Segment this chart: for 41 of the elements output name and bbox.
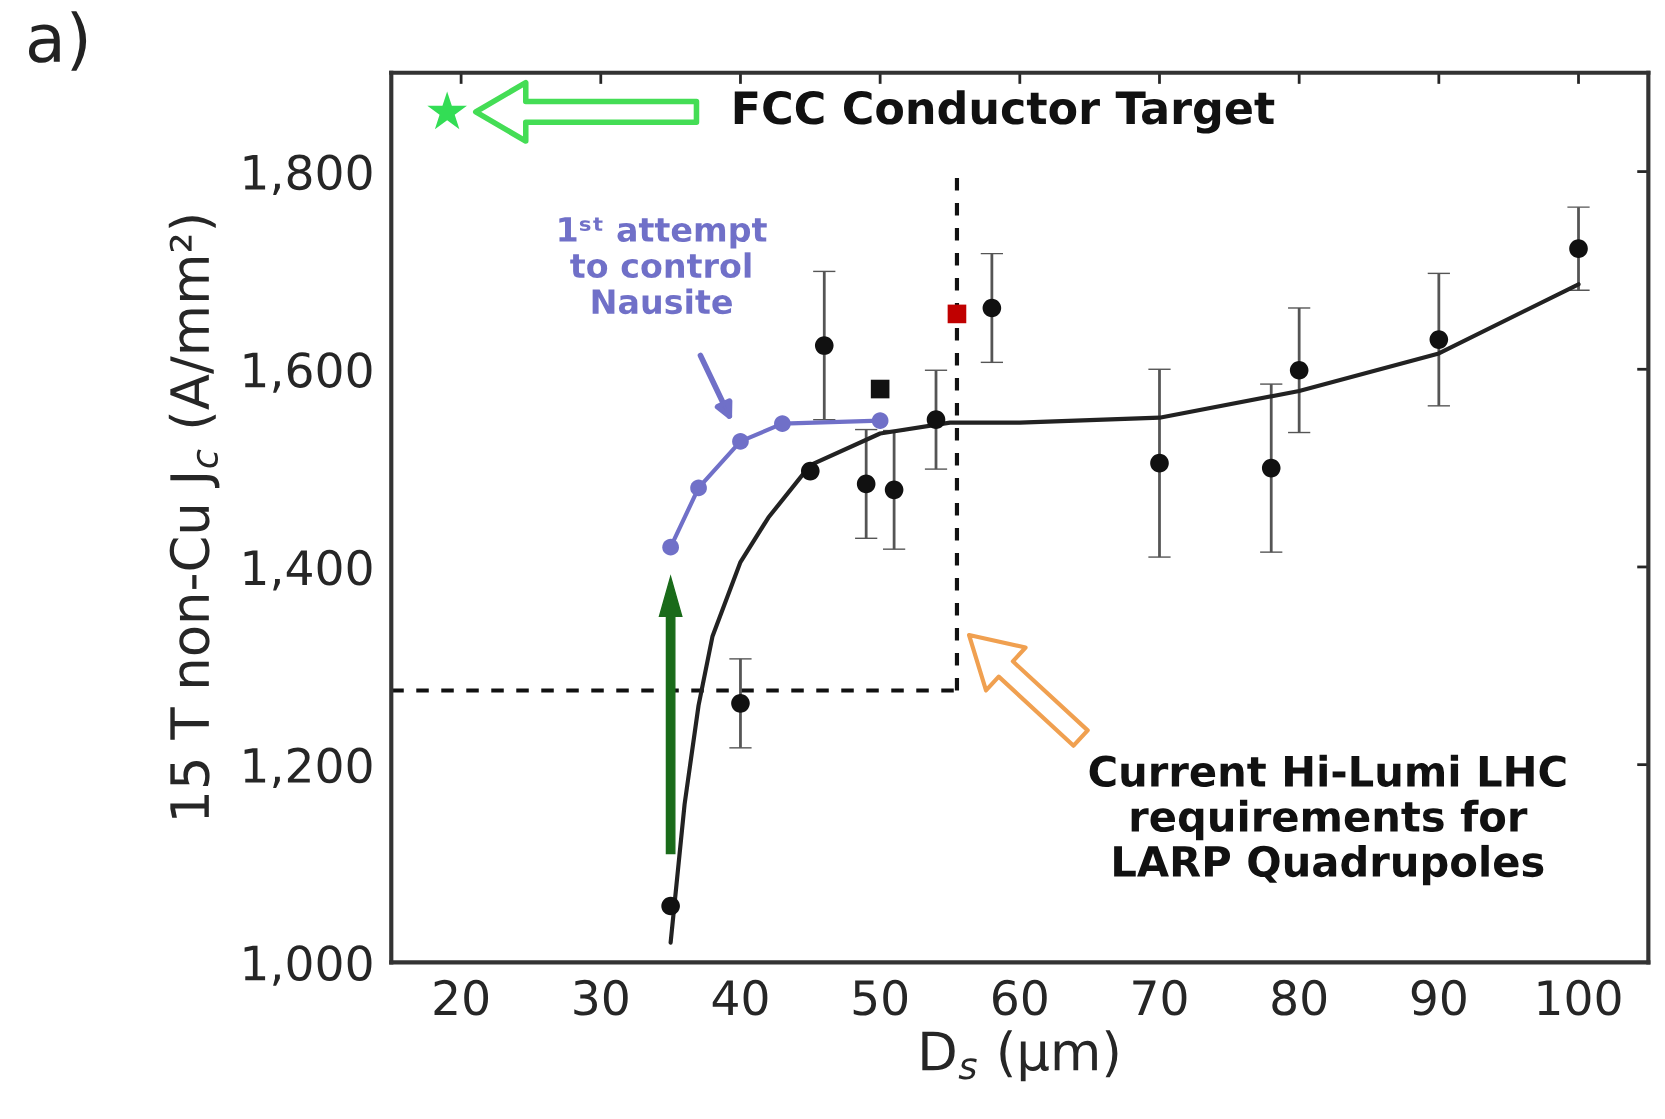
point: [1261, 458, 1281, 478]
y-tick-label: 1,600: [244, 352, 372, 393]
x-tick-label: 30: [574, 979, 628, 1016]
annotation: 1ˢᵗ attempt to control Nausite: [559, 217, 767, 315]
point: [661, 896, 680, 916]
point: [800, 461, 820, 481]
y-axis-title: 15 T non-Cu J$_{c}$ (A/mm²): [168, 216, 220, 818]
point: [926, 410, 946, 429]
point: [871, 412, 889, 429]
point: [814, 336, 834, 355]
y-tick-label: 1,200: [244, 747, 372, 789]
point: [731, 694, 750, 713]
text: a): [28, 11, 87, 71]
point: [732, 433, 749, 450]
x-axis-title: D$_{s}$ (μm): [922, 1030, 1118, 1082]
x-tick-label: 50: [853, 979, 908, 1016]
point: [662, 538, 679, 556]
y-tick-label: 1,800: [244, 154, 372, 196]
x-tick-label: 70: [1133, 979, 1187, 1016]
point: [774, 415, 791, 432]
x-tick-label: 20: [434, 979, 489, 1016]
point: [1289, 360, 1309, 380]
x-tick-label: 40: [712, 979, 768, 1016]
y-tick-label: 1,400: [244, 549, 372, 591]
point: [1429, 330, 1449, 349]
x-tick-label: 60: [993, 979, 1047, 1016]
point: [690, 479, 707, 497]
point: [884, 480, 904, 500]
x-tick-label: 80: [1272, 979, 1327, 1016]
point: [947, 304, 967, 324]
annotation: FCC Conductor Target: [734, 90, 1275, 134]
point: [427, 91, 467, 130]
point: [1569, 239, 1588, 258]
point: [870, 379, 890, 399]
annotation: Current Hi-Lumi LHC requirements for LARP Quadrupoles: [1089, 754, 1566, 886]
point: [1150, 453, 1169, 473]
point: [982, 298, 1002, 318]
x-tick-label: 100: [1538, 979, 1621, 1016]
y-tick-label: 1,000: [244, 945, 372, 986]
point: [856, 474, 876, 494]
x-tick-label: 90: [1411, 979, 1466, 1016]
